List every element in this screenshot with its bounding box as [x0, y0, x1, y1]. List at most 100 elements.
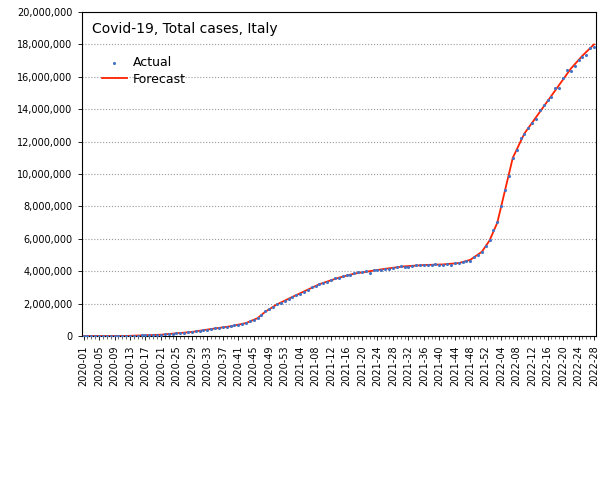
Actual [427, 261, 436, 269]
Actual [369, 266, 379, 274]
Actual [523, 124, 533, 132]
Actual [581, 52, 591, 60]
Line: Forecast: Forecast [83, 44, 594, 336]
Actual [249, 316, 258, 324]
Actual [164, 330, 174, 338]
Actual [407, 262, 417, 270]
Forecast [401, 264, 408, 269]
Actual [531, 116, 541, 123]
Actual [396, 262, 405, 270]
Actual [210, 324, 220, 332]
Actual [299, 288, 309, 295]
Actual [350, 270, 359, 277]
Forecast [115, 333, 122, 339]
Actual [117, 332, 127, 340]
Actual [469, 253, 479, 261]
Actual [330, 275, 340, 282]
Actual [554, 84, 564, 92]
Actual [543, 96, 552, 104]
Actual [504, 173, 514, 180]
Legend: Actual, Forecast: Actual, Forecast [98, 52, 190, 89]
Actual [237, 320, 247, 328]
Actual [515, 134, 525, 142]
Actual [384, 265, 394, 273]
Forecast [416, 263, 423, 268]
Actual [326, 276, 336, 284]
Actual [570, 62, 580, 70]
Actual [485, 236, 494, 244]
Actual [222, 323, 232, 331]
Forecast [80, 333, 87, 339]
Actual [148, 331, 158, 339]
Actual [226, 323, 235, 330]
Actual [439, 261, 448, 268]
Actual [357, 269, 367, 276]
Actual [539, 101, 549, 109]
Actual [268, 303, 278, 311]
Actual [175, 329, 185, 337]
Actual [454, 259, 463, 267]
Actual [229, 322, 239, 329]
Forecast [571, 61, 578, 67]
Actual [292, 291, 301, 299]
Actual [365, 269, 374, 276]
Actual [287, 293, 297, 300]
Actual [458, 258, 468, 266]
Actual [160, 331, 169, 338]
Actual [284, 295, 293, 302]
Actual [322, 278, 332, 286]
Actual [392, 263, 402, 271]
Actual [245, 318, 255, 325]
Actual [133, 332, 143, 339]
Actual [295, 290, 305, 298]
Actual [234, 321, 243, 328]
Actual [500, 186, 510, 194]
Actual [462, 257, 471, 265]
Actual [303, 286, 313, 293]
Actual [558, 74, 568, 82]
Actual [315, 280, 324, 288]
Actual [218, 324, 227, 331]
Actual [121, 332, 131, 340]
Actual [253, 314, 263, 322]
Actual [361, 267, 371, 275]
Actual [334, 274, 344, 282]
Actual [280, 297, 290, 305]
Actual [338, 272, 347, 280]
Actual [585, 44, 595, 52]
Actual [404, 263, 413, 270]
Actual [102, 332, 112, 340]
Actual [168, 330, 177, 337]
Actual [183, 328, 193, 336]
Actual [423, 261, 433, 268]
Actual [125, 332, 135, 340]
Actual [140, 332, 150, 339]
Actual [203, 326, 212, 334]
Actual [342, 272, 352, 279]
Actual [106, 332, 116, 340]
Forecast [590, 41, 598, 47]
Actual [442, 261, 452, 268]
Actual [261, 308, 270, 315]
Actual [373, 266, 382, 274]
Forecast [432, 262, 439, 267]
Actual [272, 300, 282, 308]
Actual [411, 261, 421, 269]
Actual [87, 332, 96, 340]
Actual [241, 319, 251, 327]
Actual [446, 261, 456, 268]
Actual [431, 260, 440, 268]
Actual [419, 262, 429, 269]
Actual [179, 329, 189, 336]
Actual [473, 251, 483, 259]
Actual [114, 332, 123, 340]
Actual [345, 271, 355, 279]
Actual [172, 329, 182, 337]
Actual [400, 263, 410, 270]
Actual [589, 43, 599, 51]
Actual [311, 282, 321, 290]
Actual [152, 331, 162, 339]
Actual [528, 119, 537, 127]
Actual [257, 311, 266, 319]
Forecast [560, 77, 567, 83]
